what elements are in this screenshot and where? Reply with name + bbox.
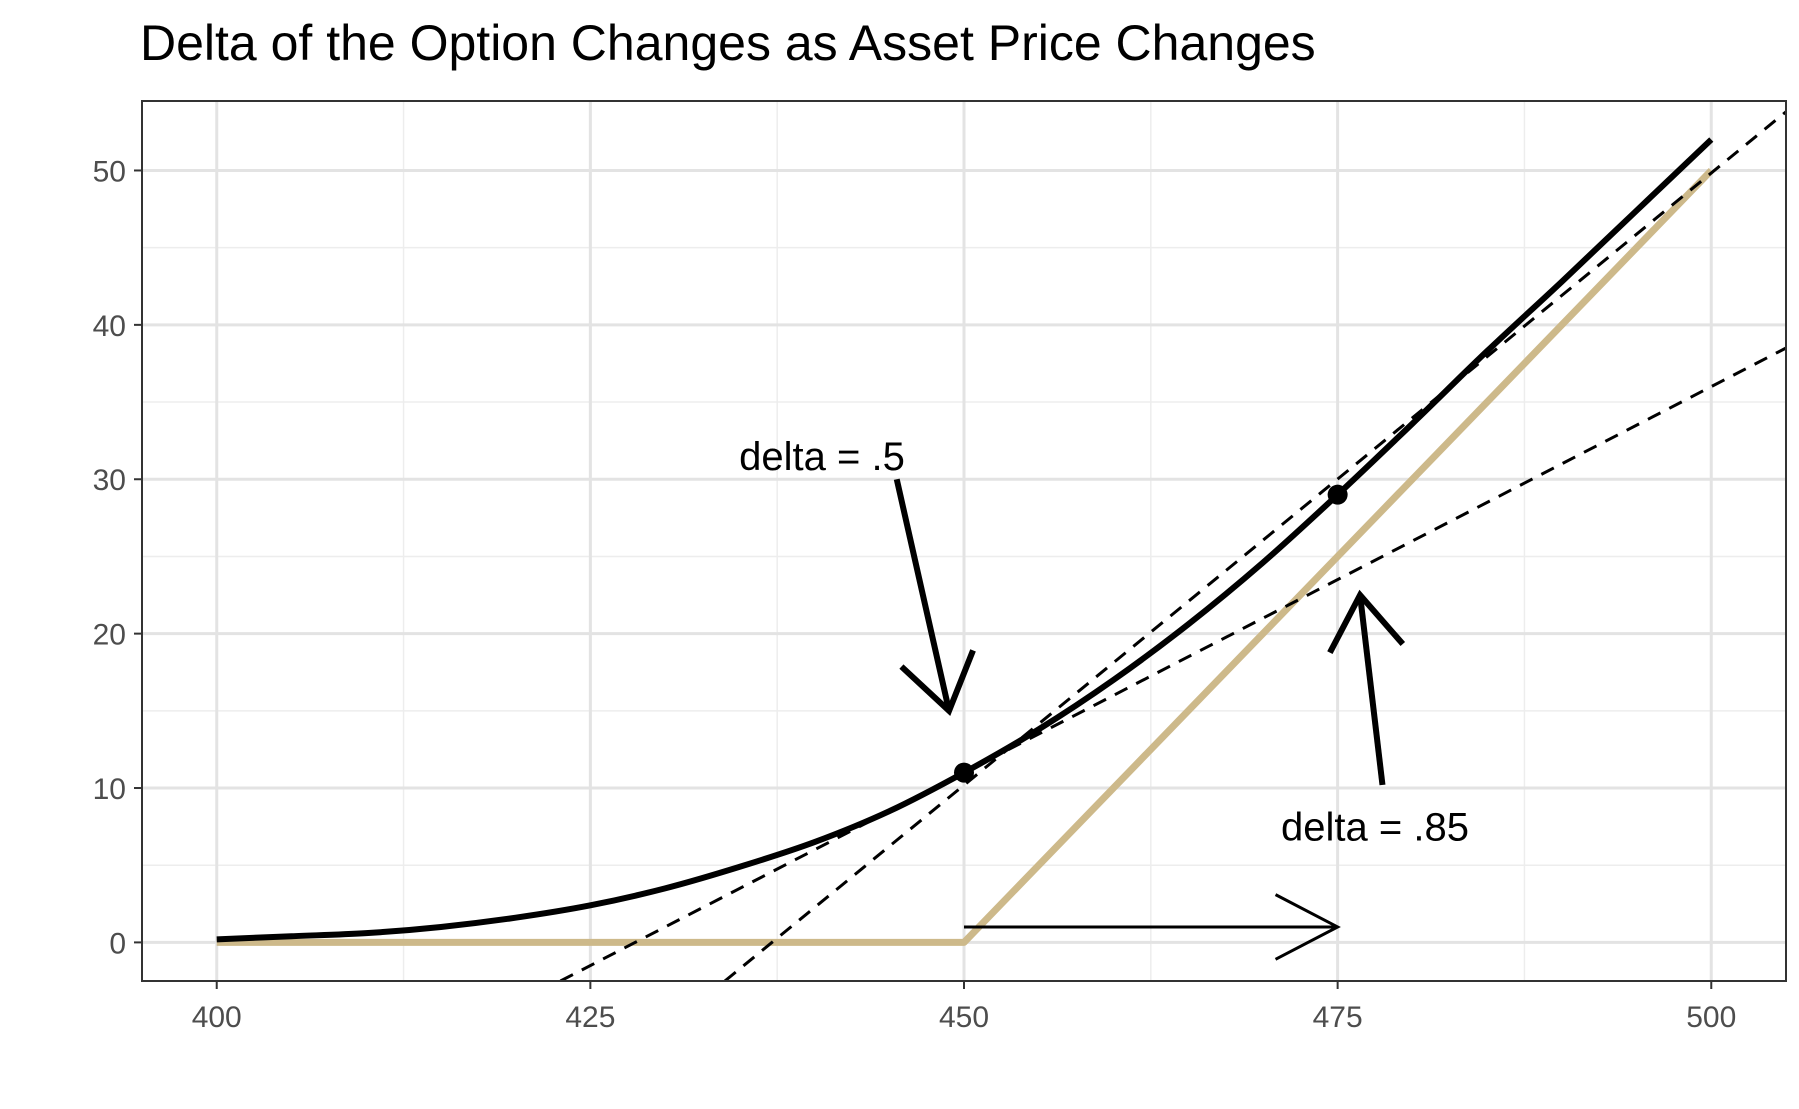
arrow-shaft: [893, 478, 952, 712]
tangent-line: [723, 110, 1786, 981]
highlight-point: [1327, 484, 1348, 505]
arrow-shaft: [1357, 594, 1386, 786]
option-value-curve: [216, 137, 1714, 943]
y-tick-label: 30: [93, 464, 126, 497]
y-tick-label: 0: [109, 927, 126, 960]
y-tick-label: 50: [93, 155, 126, 188]
y-tick-label: 40: [93, 310, 126, 343]
chart-title: Delta of the Option Changes as Asset Pri…: [140, 15, 1316, 71]
x-axis-ticks: 400 425 450 475 500: [192, 981, 1736, 1034]
grid-lines: [142, 101, 1786, 981]
x-tick-label: 475: [1313, 1001, 1363, 1034]
delta-annotation: delta = .85: [1281, 806, 1469, 850]
annotations: delta = .5 delta = .85: [739, 435, 1469, 850]
x-tick-label: 425: [565, 1001, 615, 1034]
highlight-point: [954, 762, 974, 783]
y-tick-label: 20: [93, 619, 126, 652]
x-tick-label: 400: [192, 1001, 242, 1034]
annotation-arrows: [893, 478, 1406, 961]
x-tick-label: 500: [1686, 1001, 1736, 1034]
series-lines: [216, 110, 1786, 981]
arrow-head: [899, 649, 976, 717]
arrow-head: [1274, 893, 1341, 961]
x-tick-label: 450: [939, 1001, 989, 1034]
payoff-line: [216, 168, 1714, 946]
arrow-head: [1327, 589, 1406, 655]
tangent-line: [559, 346, 1786, 981]
highlight-points: [954, 484, 1348, 783]
y-axis-ticks: 0 10 20 30 40 50: [93, 155, 142, 960]
delta-annotation: delta = .5: [739, 435, 905, 479]
y-tick-label: 10: [93, 773, 126, 806]
